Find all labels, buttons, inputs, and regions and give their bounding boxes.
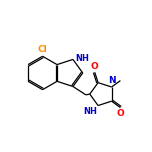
Text: NH: NH <box>83 107 97 116</box>
Text: N: N <box>109 76 116 85</box>
Text: O: O <box>117 109 124 118</box>
Text: Cl: Cl <box>38 45 47 54</box>
Text: NH: NH <box>75 54 89 63</box>
Text: O: O <box>91 62 99 71</box>
